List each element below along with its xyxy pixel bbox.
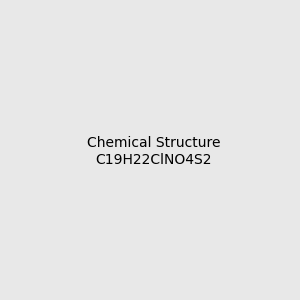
Text: Chemical Structure
C19H22ClNO4S2: Chemical Structure C19H22ClNO4S2 xyxy=(87,136,220,166)
